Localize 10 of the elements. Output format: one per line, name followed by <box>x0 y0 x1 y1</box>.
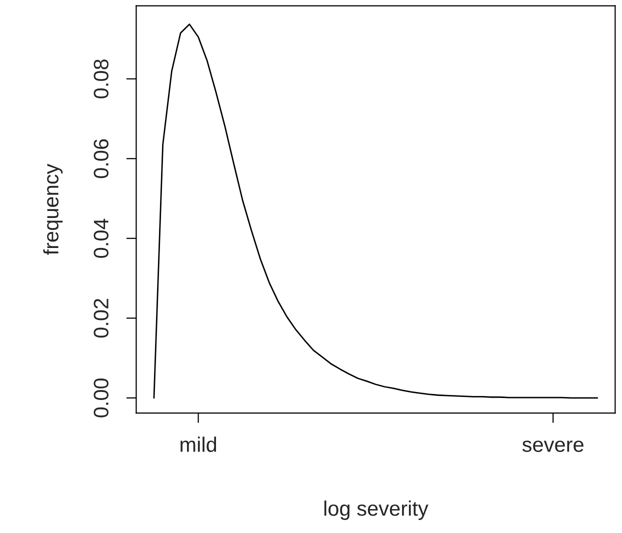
y-tick-label: 0.00 <box>94 378 108 418</box>
x-tick-label: mild <box>180 436 216 452</box>
y-axis-title: frequency <box>43 164 63 255</box>
line-series <box>153 24 598 399</box>
x-axis-title: log severity <box>324 500 428 520</box>
y-tick-label: 0.04 <box>94 218 108 258</box>
x-tick-label: severe <box>522 440 584 452</box>
y-tick-label: 0.06 <box>94 139 108 178</box>
y-tick-label: 0.08 <box>94 59 108 98</box>
y-tick-label: 0.02 <box>94 298 108 338</box>
